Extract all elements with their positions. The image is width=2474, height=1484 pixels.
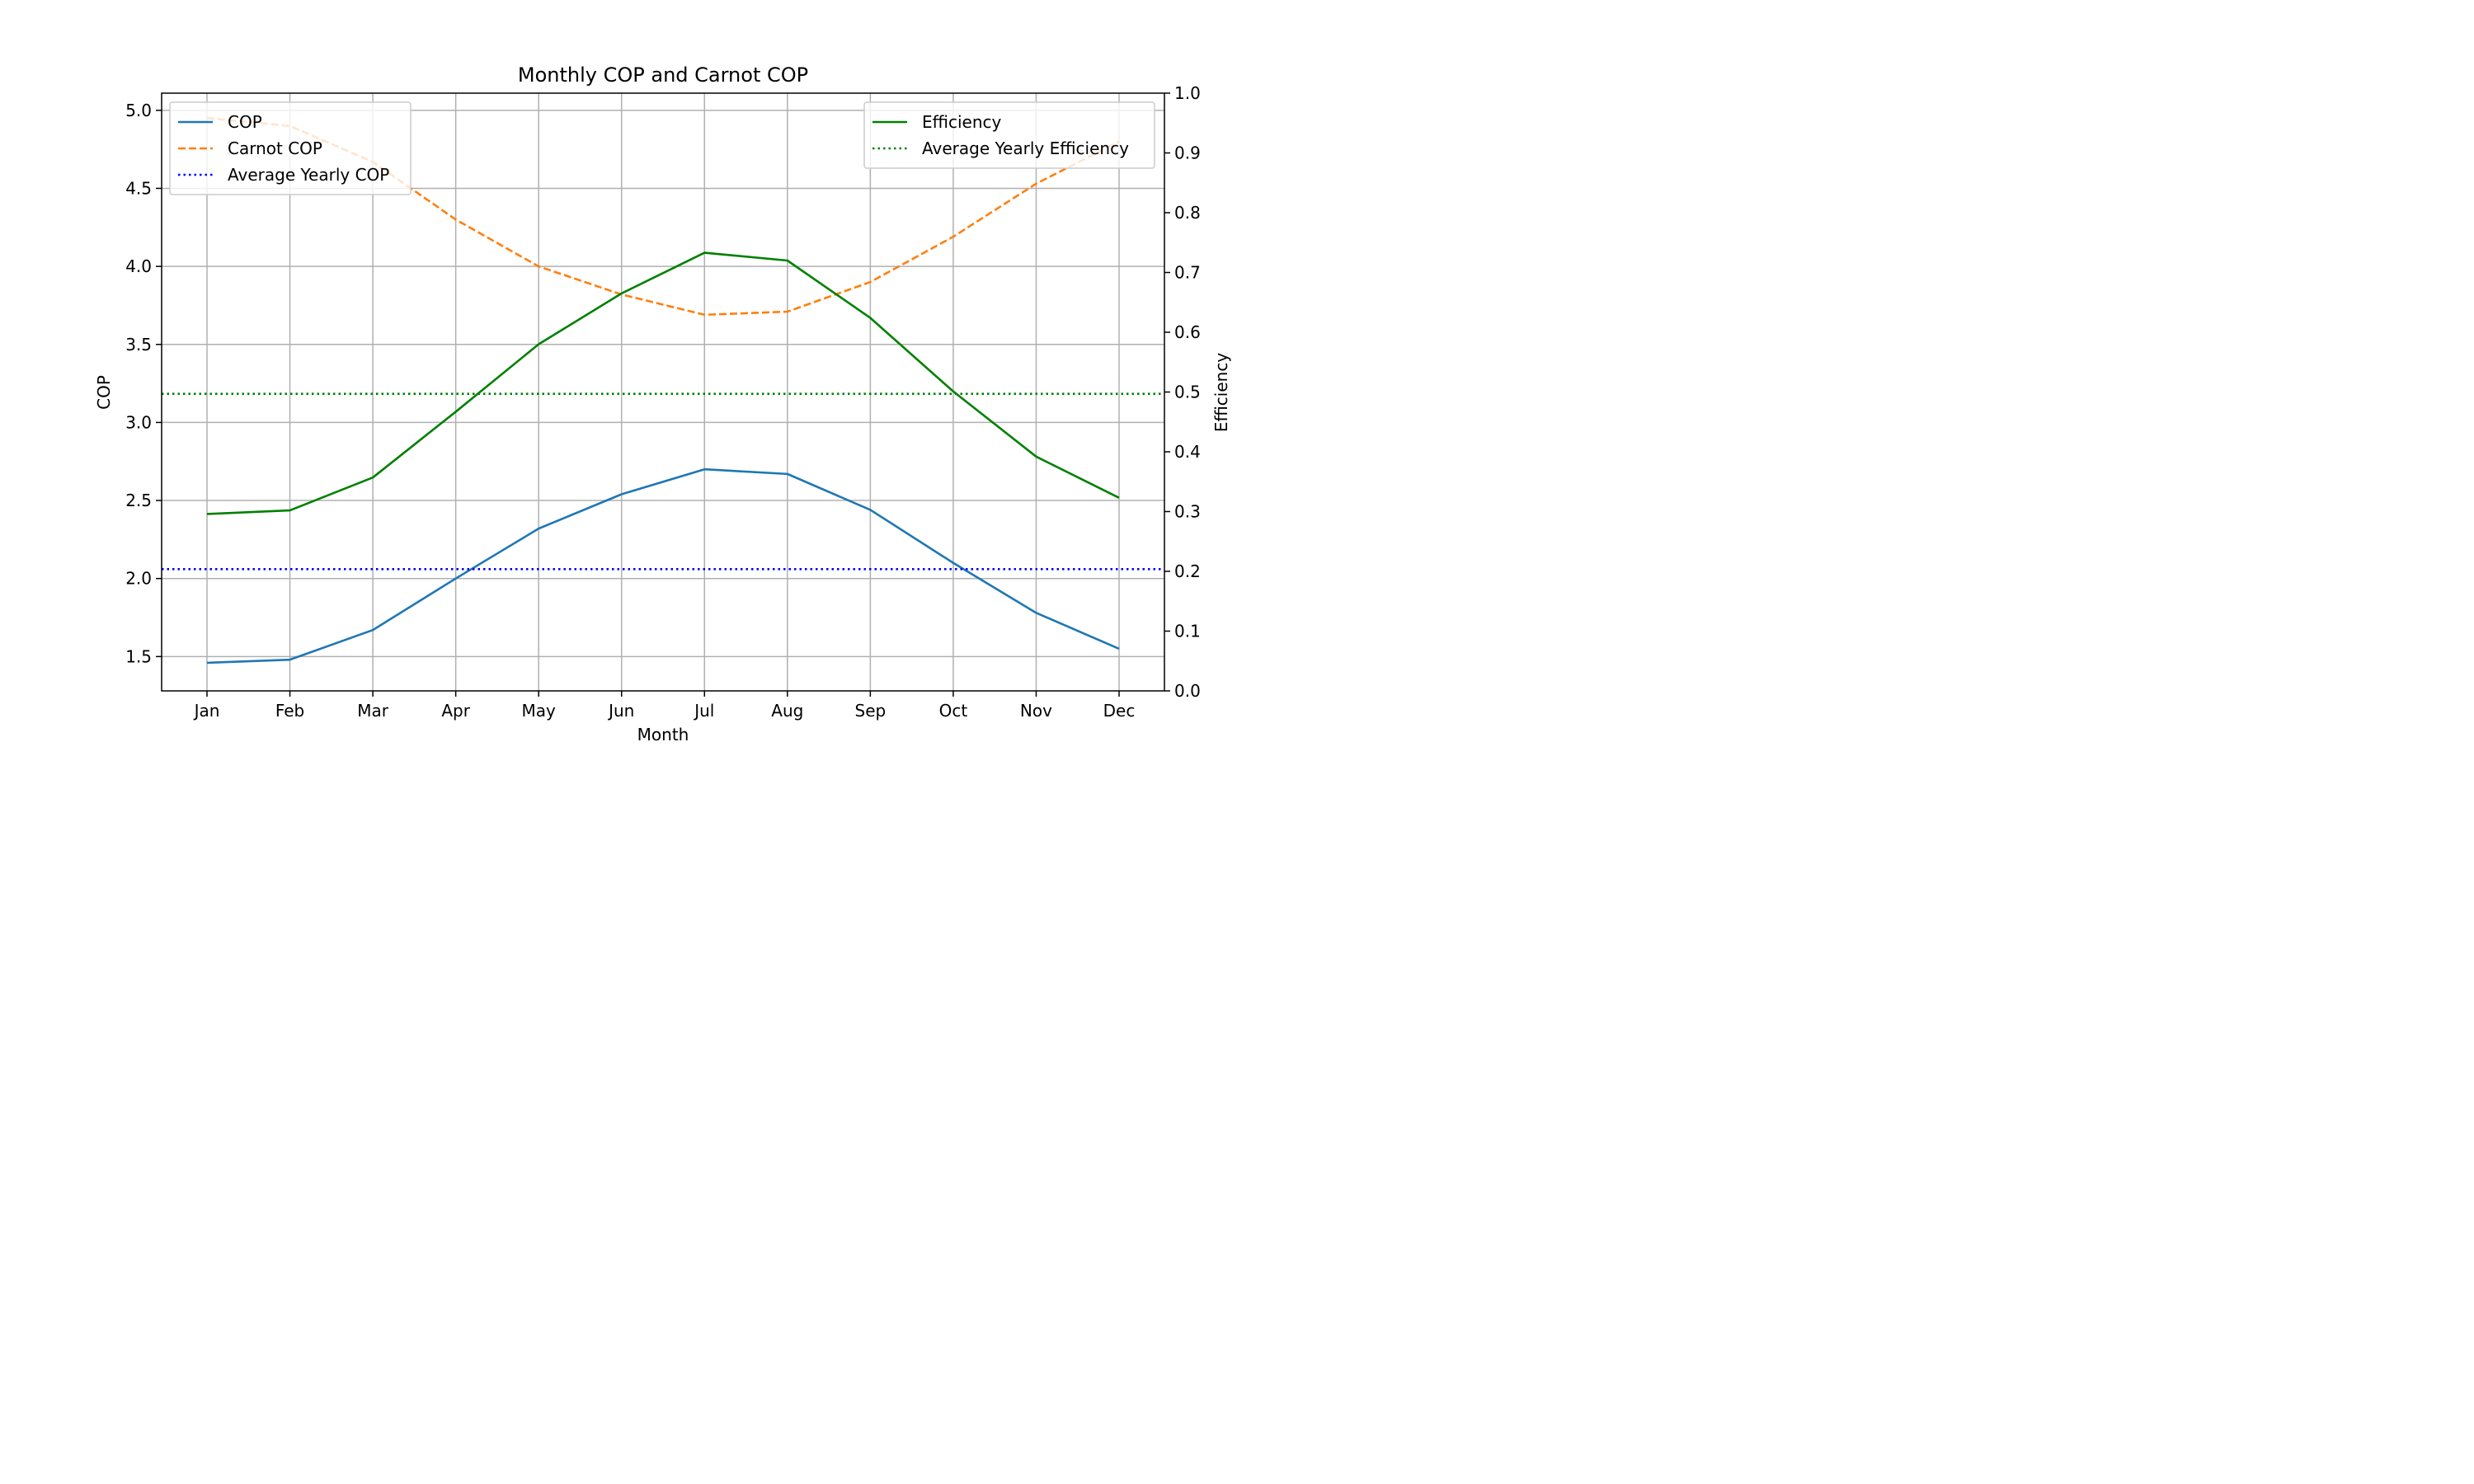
y2-tick-label: 0.4 xyxy=(1174,442,1201,462)
x-tick-label: Feb xyxy=(275,701,304,721)
x-tick-label: Jun xyxy=(607,701,634,721)
chart: Monthly COP and Carnot COP Jan Feb Mar Apr M… xyxy=(0,0,1278,767)
legend-label: Average Yearly COP xyxy=(228,165,389,185)
x-tick-label: Dec xyxy=(1103,701,1136,721)
y2-tick-label: 0.7 xyxy=(1174,263,1201,283)
x-tick-label: Sep xyxy=(855,701,887,721)
y2-tick-label: 0.6 xyxy=(1174,322,1201,342)
x-tick-label: Apr xyxy=(441,701,470,721)
series-line-efficiency xyxy=(206,251,1120,515)
y2-tick-label: 0.3 xyxy=(1174,502,1201,522)
y-tick-label: 2.5 xyxy=(125,491,152,510)
y-axis-title: COP xyxy=(94,375,114,410)
y2-tick-label: 0.5 xyxy=(1174,383,1201,402)
series-line-cop xyxy=(206,467,1120,665)
y-tick-label: 3.0 xyxy=(125,412,152,432)
x-tick-label: Jul xyxy=(693,701,714,721)
y-tick-label: 5.0 xyxy=(125,101,152,120)
y-tick-label: 3.5 xyxy=(125,335,152,355)
x-tick-label: Oct xyxy=(939,701,968,721)
legend-box xyxy=(169,101,412,195)
legend-label: Average Yearly Efficiency xyxy=(922,139,1129,158)
y2-tick-label: 1.0 xyxy=(1174,83,1201,103)
x-tick-label: Aug xyxy=(771,701,803,721)
series-line-carnot-cop xyxy=(206,116,1120,317)
y-axis-right: 0.0 0.1 0.2 0.3 0.4 0.5 0.6 0.7 0.8 0.9 1.0 xyxy=(1164,83,1201,701)
x-tick-label: Nov xyxy=(1020,701,1052,721)
y2-axis-title: Efficiency xyxy=(1211,353,1231,433)
y2-tick-label: 0.0 xyxy=(1174,681,1201,701)
y-tick-label: 4.5 xyxy=(125,178,152,198)
y-tick-label: 2.0 xyxy=(125,569,152,589)
legend-label: Carnot COP xyxy=(228,139,322,158)
legend-label: Efficiency xyxy=(922,112,1002,132)
series-layer xyxy=(162,116,1164,665)
legend-right: Efficiency Average Yearly Efficiency xyxy=(863,101,1155,169)
y-tick-label: 4.0 xyxy=(125,256,152,276)
x-tick-label: May xyxy=(522,701,557,721)
x-axis: Jan Feb Mar Apr May Jun Jul Aug Sep Oct Nov Dec xyxy=(193,691,1136,721)
x-axis-title: Month xyxy=(637,725,689,744)
legend-box xyxy=(863,101,1155,169)
y2-tick-label: 0.8 xyxy=(1174,203,1201,223)
y2-tick-label: 0.9 xyxy=(1174,143,1201,163)
y2-tick-label: 0.1 xyxy=(1174,622,1201,641)
y2-tick-label: 0.2 xyxy=(1174,561,1201,581)
legend-left: COP Carnot COP Average Yearly COP xyxy=(169,101,412,195)
y-axis-left: 1.5 2.0 2.5 3.0 3.5 4.0 4.5 5.0 xyxy=(125,101,162,666)
x-tick-label: Mar xyxy=(357,701,389,721)
legend-label: COP xyxy=(228,112,262,132)
y-tick-label: 1.5 xyxy=(125,646,152,666)
chart-title: Monthly COP and Carnot COP xyxy=(518,63,808,87)
x-tick-label: Jan xyxy=(193,701,220,721)
